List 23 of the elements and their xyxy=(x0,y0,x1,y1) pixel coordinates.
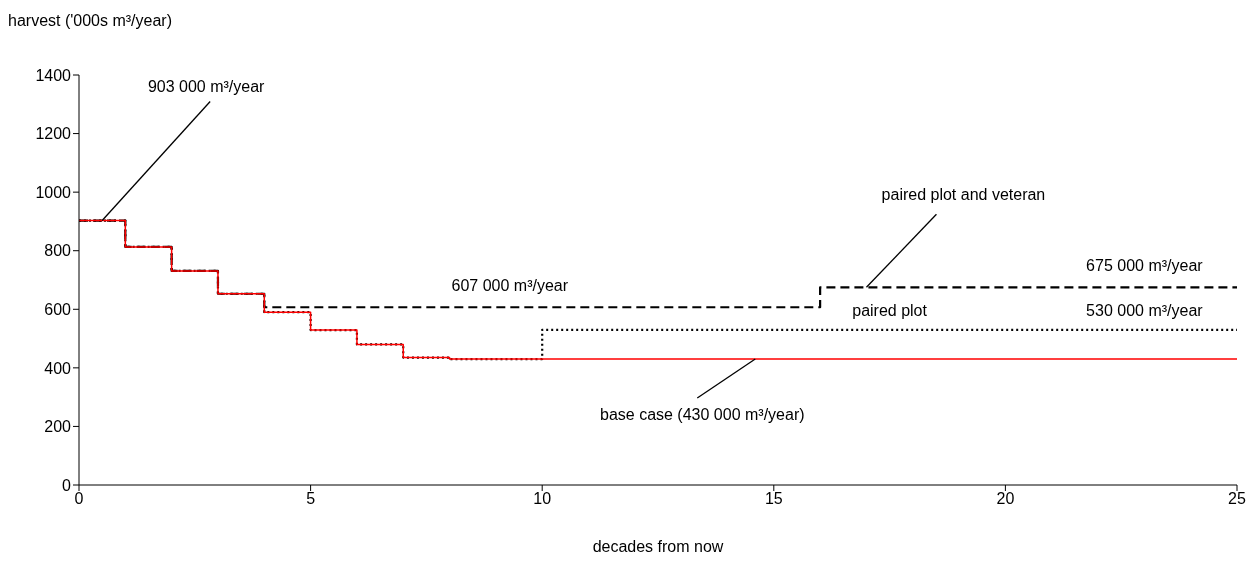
y-tick-label: 1200 xyxy=(35,125,72,143)
x-tick-label: 25 xyxy=(1228,490,1246,508)
annotation: 607 000 m³/year xyxy=(451,276,569,294)
y-tick-label: 1400 xyxy=(35,66,72,84)
x-tick-label: 0 xyxy=(74,490,84,508)
y-tick-label: 600 xyxy=(44,300,72,318)
y-tick-label: 1000 xyxy=(35,183,72,201)
annotation: 675 000 m³/year xyxy=(1086,256,1204,274)
y-axis-title: harvest ('000s m³/year) xyxy=(8,12,172,30)
x-axis-title: decades from now xyxy=(592,538,724,555)
y-tick-label: 0 xyxy=(62,476,72,494)
x-tick-label: 15 xyxy=(764,490,783,508)
y-tick-label: 400 xyxy=(44,359,72,377)
annotation: paired plot xyxy=(852,302,928,320)
x-tick-label: 10 xyxy=(533,490,552,508)
annotation: base case (430 000 m³/year) xyxy=(600,405,805,423)
annotation: 530 000 m³/year xyxy=(1086,302,1204,320)
x-tick-label: 20 xyxy=(996,490,1015,508)
annotation: 903 000 m³/year xyxy=(147,78,266,96)
y-tick-label: 800 xyxy=(44,242,72,260)
y-tick-label: 200 xyxy=(44,418,72,436)
x-tick-label: 5 xyxy=(306,490,316,508)
annotation: paired plot and veteran xyxy=(881,185,1046,203)
